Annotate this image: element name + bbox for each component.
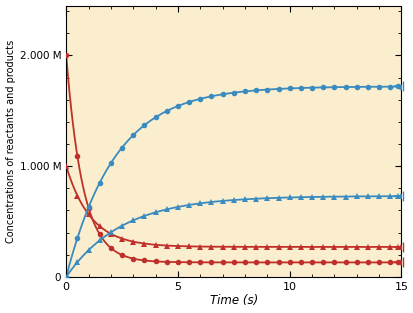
Y-axis label: Concentrations of reactants and products: Concentrations of reactants and products <box>5 39 16 243</box>
X-axis label: Time (s): Time (s) <box>209 295 257 307</box>
